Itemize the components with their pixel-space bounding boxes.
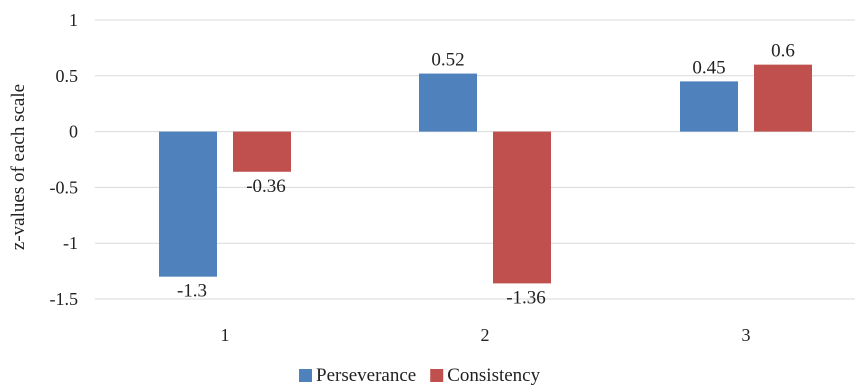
bar-consistency	[233, 131, 291, 172]
legend: Perseverance Consistency	[299, 365, 541, 386]
data-labels: -1.3 0.52 0.45 -0.36 -1.36 0.6	[177, 41, 795, 309]
y-tick-label: -1.5	[50, 289, 79, 309]
legend-label-consistency: Consistency	[447, 365, 540, 386]
y-tick-label: 1	[69, 10, 78, 30]
legend-swatch-consistency	[430, 369, 444, 382]
data-label: 0.52	[431, 50, 464, 71]
legend-label-perseverance: Perseverance	[316, 365, 416, 386]
data-label: -1.36	[506, 287, 546, 308]
data-label: 0.6	[771, 41, 795, 62]
bar-perseverance	[419, 73, 477, 132]
data-label: 0.45	[692, 57, 725, 78]
bar-consistency	[754, 64, 812, 132]
y-axis-label: z-values of each scale	[8, 84, 29, 250]
legend-swatch-perseverance	[299, 369, 312, 382]
x-axis-ticks: 1 2 3	[221, 325, 751, 345]
x-tick-label: 1	[221, 325, 230, 345]
bar-perseverance	[159, 131, 217, 277]
bars	[159, 64, 812, 284]
bar-consistency	[493, 131, 551, 284]
x-tick-label: 2	[481, 325, 490, 345]
y-tick-label: -1	[63, 233, 78, 253]
y-tick-label: 0.5	[56, 66, 79, 86]
data-label: -0.36	[246, 176, 286, 197]
data-label: -1.3	[177, 281, 207, 302]
y-tick-label: 0	[69, 122, 78, 142]
bar-perseverance	[680, 81, 738, 132]
y-axis-ticks: 1 0.5 0 -0.5 -1 -1.5	[50, 10, 79, 309]
y-tick-label: -0.5	[50, 177, 79, 197]
x-tick-label: 3	[742, 325, 751, 345]
